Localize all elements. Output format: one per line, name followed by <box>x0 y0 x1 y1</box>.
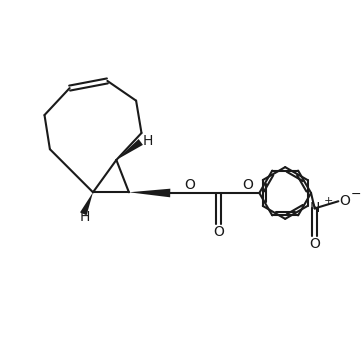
Text: N: N <box>309 201 320 216</box>
Text: +: + <box>323 196 333 205</box>
Text: −: − <box>351 188 362 201</box>
Polygon shape <box>80 192 93 215</box>
Text: O: O <box>309 237 320 251</box>
Text: O: O <box>184 178 195 192</box>
Text: O: O <box>340 194 351 208</box>
Polygon shape <box>129 189 170 197</box>
Text: H: H <box>143 134 153 148</box>
Polygon shape <box>117 139 143 160</box>
Text: H: H <box>79 210 90 224</box>
Text: O: O <box>213 225 224 239</box>
Text: O: O <box>242 178 253 192</box>
